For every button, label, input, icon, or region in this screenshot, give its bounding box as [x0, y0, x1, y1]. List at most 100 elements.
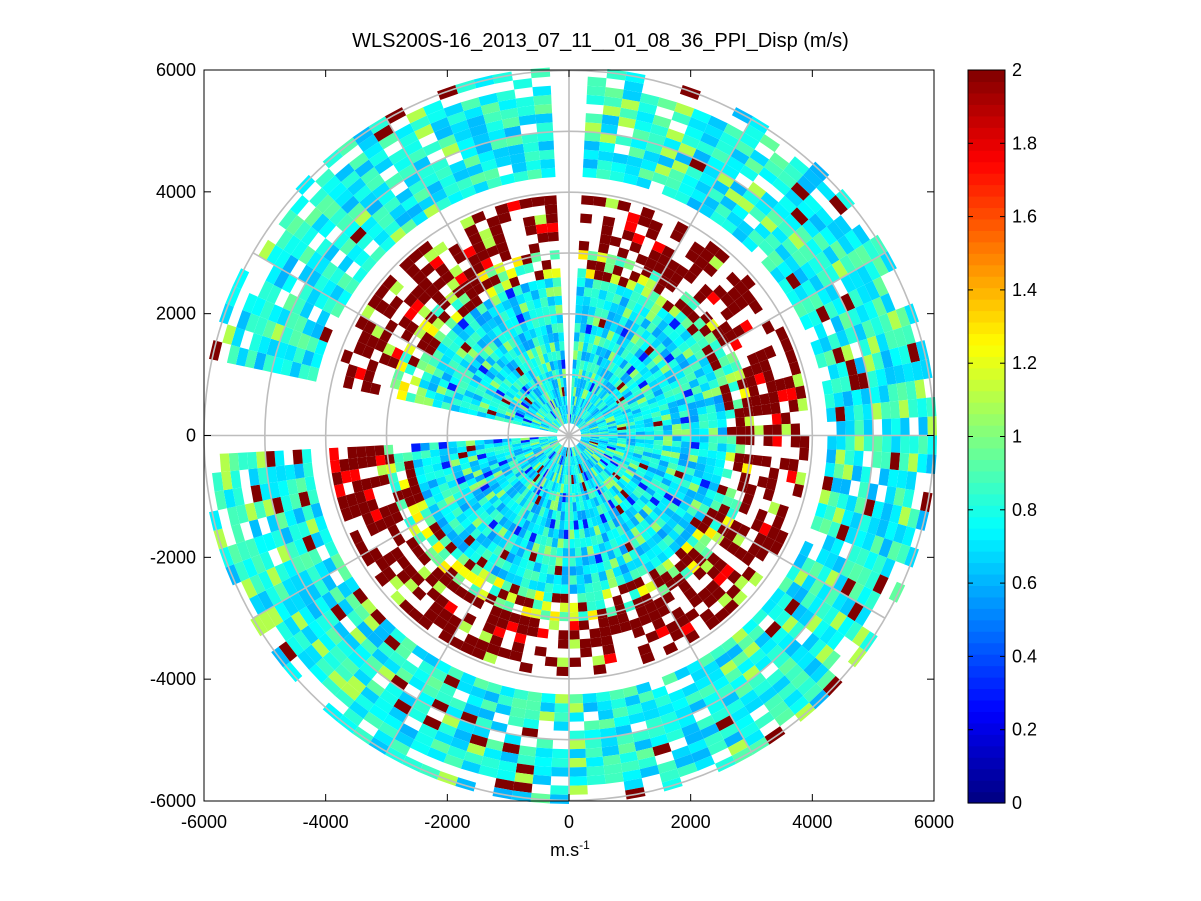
- ppi-bin: [583, 287, 593, 298]
- ppi-bin: [792, 373, 804, 388]
- ppi-bin: [578, 240, 590, 251]
- ppi-bin: [702, 471, 713, 482]
- ppi-bin: [669, 380, 681, 390]
- ppi-bin: [469, 539, 481, 552]
- ppi-bin: [591, 516, 599, 527]
- ppi-bin: [669, 628, 685, 642]
- ppi-bin: [417, 240, 434, 256]
- ppi-bin: [686, 659, 703, 675]
- ppi-bin: [759, 134, 780, 153]
- ppi-bin: [871, 351, 885, 371]
- ppi-bin: [532, 562, 542, 573]
- ppi-bin: [548, 481, 554, 491]
- ppi-bin: [688, 408, 699, 417]
- ppi-bin: [485, 474, 496, 483]
- ppi-bin: [819, 226, 838, 246]
- ppi-bin: [643, 447, 654, 454]
- ppi-bin: [456, 440, 467, 448]
- ppi-bin: [448, 614, 463, 629]
- ppi-bin: [645, 333, 657, 345]
- ppi-bin: [690, 188, 708, 204]
- ppi-bin: [682, 495, 694, 506]
- ppi-bin: [542, 353, 550, 364]
- ppi-bin: [316, 309, 331, 327]
- ppi-bin: [635, 605, 649, 618]
- ppi-bin: [575, 565, 584, 576]
- ppi-bin: [840, 293, 856, 312]
- ppi-bin: [726, 541, 740, 556]
- ppi-bin: [827, 363, 840, 380]
- ppi-bin: [721, 636, 738, 653]
- ppi-bin: [788, 399, 799, 413]
- ppi-bin: [513, 324, 524, 336]
- ppi-bin: [651, 326, 663, 339]
- ppi-bin: [767, 250, 785, 267]
- ppi-bin: [469, 171, 487, 186]
- ppi-bin: [906, 342, 921, 363]
- ppi-bin: [543, 315, 552, 326]
- ppi-bin: [289, 493, 302, 510]
- ppi-bin: [560, 483, 564, 494]
- ppi-bin: [573, 396, 578, 406]
- ppi-bin: [658, 482, 670, 492]
- ppi-bin: [453, 391, 464, 401]
- ppi-bin: [486, 613, 500, 626]
- ppi-bin: [592, 316, 601, 327]
- ppi-bin: [383, 196, 401, 213]
- colorbar-swatch: [968, 264, 1005, 277]
- ppi-bin: [412, 458, 424, 469]
- ppi-bin: [508, 348, 518, 360]
- ppi-bin: [778, 278, 794, 295]
- ppi-bin: [481, 310, 493, 323]
- ppi-bin: [459, 501, 471, 513]
- ppi-bin: [383, 713, 404, 731]
- ppi-bin: [508, 372, 519, 382]
- ppi-bin: [232, 487, 245, 507]
- ppi-bin: [598, 617, 610, 628]
- ppi-bin: [798, 609, 816, 628]
- ppi-bin: [727, 569, 742, 585]
- ppi-bin: [257, 467, 269, 485]
- ppi-bin: [587, 250, 598, 261]
- ppi-bin: [785, 581, 802, 599]
- ppi-bin: [432, 367, 445, 379]
- ppi-bin: [575, 556, 583, 567]
- ppi-bin: [726, 435, 737, 445]
- ppi-bin: [569, 748, 586, 759]
- ppi-bin: [281, 254, 299, 275]
- ppi-bin: [721, 218, 738, 235]
- ppi-bin: [476, 453, 487, 460]
- ppi-bin: [329, 284, 345, 302]
- ppi-bin: [629, 568, 641, 581]
- ppi-bin: [587, 469, 594, 479]
- ppi-bin: [574, 483, 578, 494]
- ppi-bin: [579, 638, 592, 649]
- ppi-bin: [393, 698, 413, 716]
- ppi-bin: [535, 412, 545, 419]
- ppi-bin: [374, 445, 385, 456]
- ppi-bin: [907, 453, 919, 473]
- ppi-bin: [268, 304, 283, 324]
- ppi-bin: [443, 182, 461, 197]
- ppi-bin: [366, 174, 385, 192]
- ppi-bin: [644, 426, 654, 432]
- ppi-bin: [534, 495, 542, 506]
- ppi-bin: [774, 243, 792, 262]
- ppi-bin: [349, 627, 367, 645]
- ppi-bin: [500, 381, 510, 391]
- ppi-bin: [674, 353, 687, 365]
- ppi-bin: [557, 501, 562, 512]
- ppi-bin: [508, 612, 521, 624]
- ppi-bin: [535, 345, 543, 356]
- ppi-bin: [501, 279, 513, 291]
- ppi-bin: [498, 459, 508, 467]
- ppi-bin: [600, 736, 618, 748]
- ppi-bin: [547, 450, 555, 459]
- ppi-bin: [262, 532, 277, 552]
- ppi-bin: [569, 694, 583, 704]
- ppi-bin: [662, 445, 672, 452]
- ppi-bin: [797, 175, 817, 195]
- ppi-bin: [625, 394, 635, 402]
- ppi-bin: [248, 468, 260, 486]
- ppi-bin: [792, 267, 809, 285]
